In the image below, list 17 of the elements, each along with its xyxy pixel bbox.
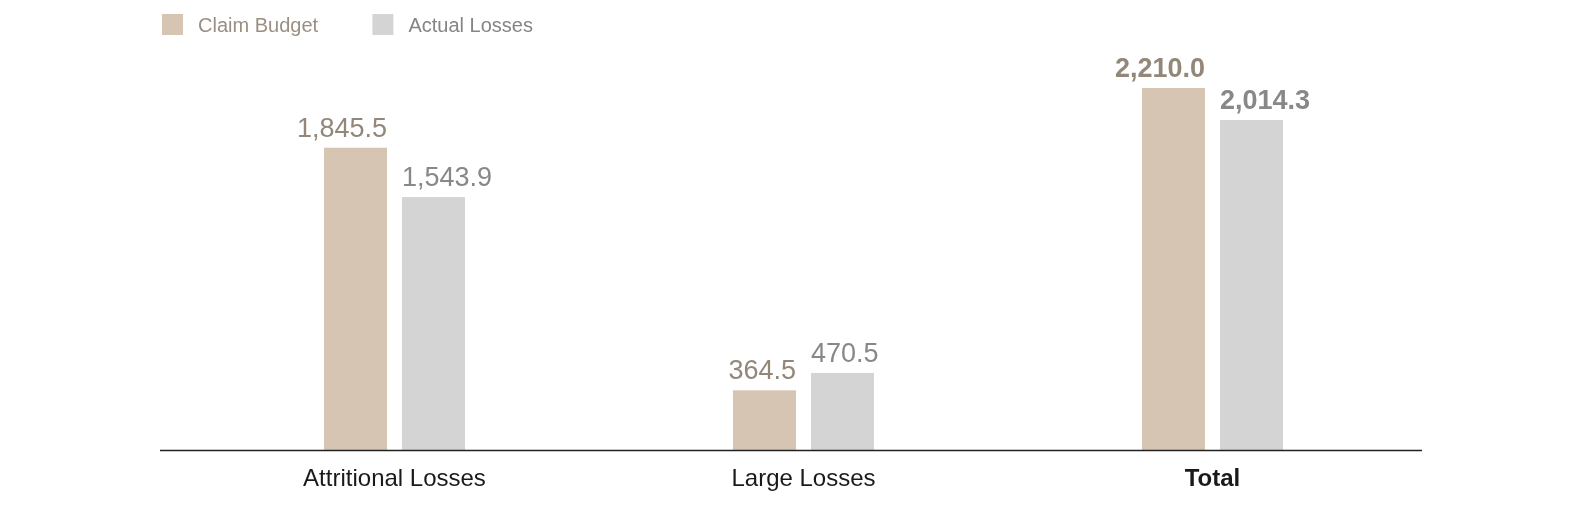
data-label: 470.5 <box>811 337 879 368</box>
bar <box>811 372 874 450</box>
data-label: 2,014.3 <box>1220 85 1311 116</box>
data-label: 1,543.9 <box>402 162 493 193</box>
x-tick-label: Large Losses <box>731 464 876 491</box>
data-label: 1,845.5 <box>296 112 387 143</box>
bar <box>733 390 796 450</box>
bar <box>402 197 465 450</box>
bar <box>1142 88 1205 450</box>
bar <box>324 147 387 450</box>
bar <box>1220 120 1283 450</box>
data-label: 364.5 <box>728 355 796 386</box>
legend-label: Actual Losses <box>408 14 533 36</box>
legend-label: Claim Budget <box>198 14 319 36</box>
data-label: 2,210.0 <box>1114 53 1205 83</box>
x-tick-label: Total <box>1184 464 1241 491</box>
x-tick-label: Attritional Losses <box>303 464 486 491</box>
